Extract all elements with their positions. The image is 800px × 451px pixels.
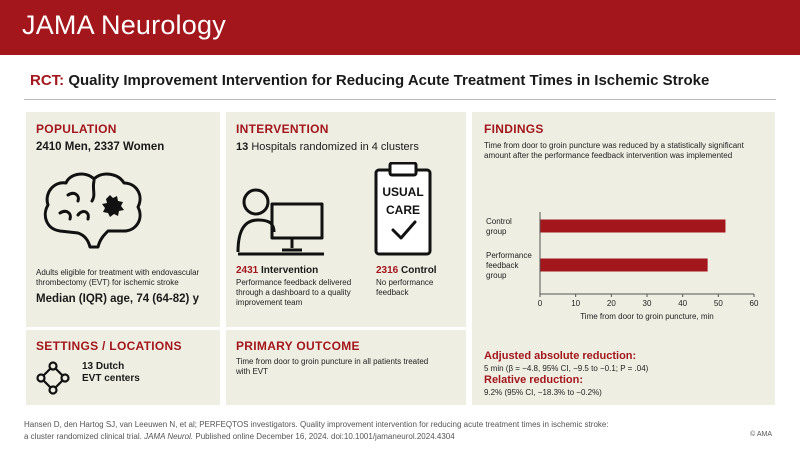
category-label-1: Performance feedback group bbox=[486, 251, 532, 280]
journal-title: JAMA Neurology bbox=[22, 10, 226, 40]
settings-text-line1: 13 Dutch bbox=[82, 361, 125, 372]
findings-bar-chart: Control group Performance feedback group 0 10 2… bbox=[486, 212, 759, 321]
primary-outcome-panel: PRIMARY OUTCOME Time from door to groin … bbox=[226, 330, 466, 405]
intervention-arm-count: 2431 bbox=[236, 265, 259, 276]
x-axis-label: Time from door to groin puncture, min bbox=[580, 312, 714, 321]
citation: Hansen D, den Hartog SJ, van Leeuwen N, … bbox=[24, 419, 714, 443]
x-tick-label-10: 10 bbox=[571, 299, 580, 308]
control-arm-title: 2316 Control bbox=[376, 265, 437, 276]
x-tick-label-60: 60 bbox=[750, 299, 759, 308]
usual-care-line2: CARE bbox=[386, 203, 420, 217]
findings-summary: Time from door to groin puncture was red… bbox=[484, 141, 744, 160]
rel-reduction-heading: Relative reduction: bbox=[484, 374, 584, 386]
intervention-heading: INTERVENTION bbox=[236, 122, 329, 136]
population-description: Adults eligible for treatment with endov… bbox=[36, 268, 200, 287]
usual-care-line1: USUAL bbox=[382, 185, 423, 199]
control-arm-desc: No performance feedback bbox=[376, 278, 434, 297]
rel-reduction-text: 9.2% (95% CI, −18.3% to −0.2%) bbox=[484, 388, 602, 397]
citation-line2-post: Published online December 16, 2024. doi:… bbox=[195, 432, 455, 441]
control-arm-count: 2316 bbox=[376, 265, 399, 276]
hospitals-count: 13 bbox=[236, 141, 249, 153]
abs-reduction-heading: Adjusted absolute reduction: bbox=[484, 350, 637, 362]
usual-care-clipboard-icon: USUAL CARE bbox=[374, 162, 432, 256]
copyright: © AMA bbox=[750, 431, 772, 438]
intervention-arm-title: 2431 Intervention bbox=[236, 265, 318, 276]
page-title: RCT: Quality Improvement Intervention fo… bbox=[30, 72, 780, 89]
intervention-arm-label: Intervention bbox=[261, 265, 319, 276]
category-label-0: Control group bbox=[486, 217, 512, 236]
primary-outcome-heading: PRIMARY OUTCOME bbox=[236, 339, 360, 353]
x-tick-label-30: 30 bbox=[643, 299, 652, 308]
settings-text-line2: EVT centers bbox=[82, 373, 140, 384]
control-arm-label: Control bbox=[401, 265, 437, 276]
abs-reduction-text: 5 min (β = −4.8, 95% CI, −9.5 to −0.1; P… bbox=[484, 364, 649, 373]
findings-heading: FINDINGS bbox=[484, 122, 544, 136]
journal-header: JAMA Neurology bbox=[0, 0, 800, 55]
bar-0 bbox=[540, 219, 726, 233]
intervention-hospitals: 13 Hospitals randomized in 4 clusters bbox=[236, 141, 419, 153]
x-tick-label-50: 50 bbox=[714, 299, 723, 308]
primary-outcome-text: Time from door to groin puncture in all … bbox=[236, 357, 429, 376]
intervention-arm-desc: Performance feedback delivered through a… bbox=[236, 278, 352, 307]
hospitals-text: Hospitals randomized in 4 clusters bbox=[251, 141, 419, 153]
bar-1 bbox=[540, 258, 708, 272]
title-divider bbox=[24, 99, 776, 100]
x-tick-label-0: 0 bbox=[538, 299, 543, 308]
findings-panel: FINDINGS Time from door to groin punctur… bbox=[472, 112, 775, 405]
population-counts: 2410 Men, 2337 Women bbox=[36, 141, 165, 153]
x-tick-label-40: 40 bbox=[678, 299, 687, 308]
citation-line2: a cluster randomized clinical trial. JAM… bbox=[24, 431, 714, 443]
settings-panel: SETTINGS / LOCATIONS 13 Dutch EVT center… bbox=[26, 330, 220, 405]
title-prefix: RCT: bbox=[30, 72, 65, 89]
network-icon bbox=[36, 361, 70, 395]
population-heading: POPULATION bbox=[36, 122, 117, 136]
intervention-panel: INTERVENTION 13 Hospitals randomized in … bbox=[226, 112, 466, 327]
title-text: Quality Improvement Intervention for Red… bbox=[68, 72, 710, 89]
person-computer-icon bbox=[236, 188, 324, 256]
citation-journal: JAMA Neurol. bbox=[144, 432, 194, 441]
citation-line2-pre: a cluster randomized clinical trial. bbox=[24, 432, 142, 441]
settings-text: 13 Dutch EVT centers bbox=[82, 361, 140, 385]
citation-line1: Hansen D, den Hartog SJ, van Leeuwen N, … bbox=[24, 420, 609, 429]
settings-heading: SETTINGS / LOCATIONS bbox=[36, 339, 182, 353]
population-median-age: Median (IQR) age, 74 (64-82) y bbox=[36, 293, 199, 305]
population-panel: POPULATION 2410 Men, 2337 Women Adults e… bbox=[26, 112, 220, 327]
brain-icon bbox=[43, 172, 142, 249]
x-tick-label-20: 20 bbox=[607, 299, 616, 308]
